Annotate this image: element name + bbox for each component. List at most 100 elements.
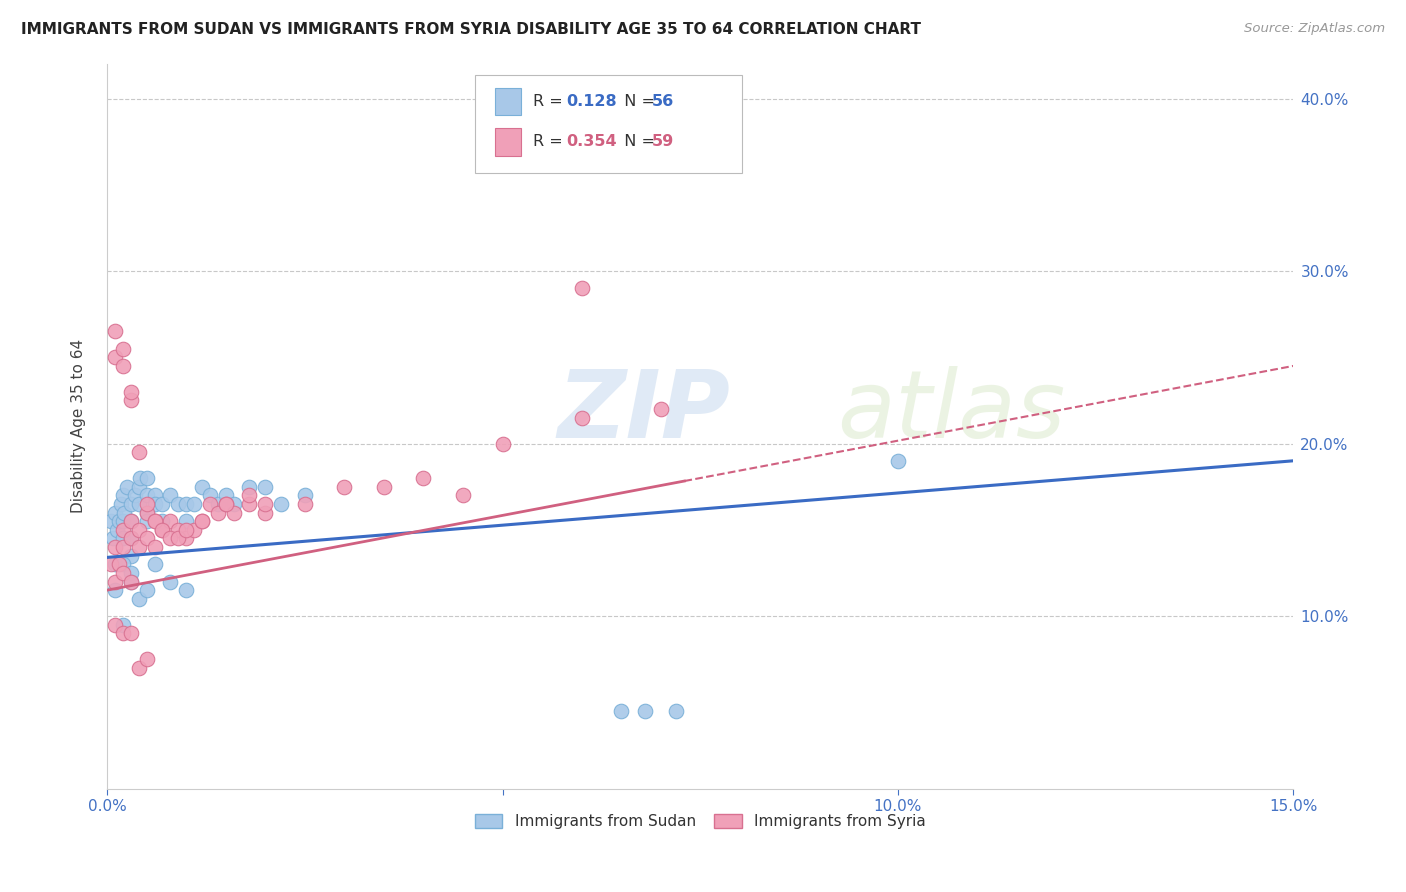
- Point: [128, 497, 150, 511]
- Point: [254, 506, 277, 520]
- Text: ZIP: ZIP: [558, 366, 731, 458]
- Point: [143, 540, 166, 554]
- Point: [222, 497, 245, 511]
- Point: [238, 480, 260, 494]
- Point: [215, 488, 238, 502]
- Point: [294, 497, 316, 511]
- Point: [294, 488, 316, 502]
- Point: [128, 445, 150, 459]
- Point: [135, 488, 157, 502]
- Point: [120, 393, 142, 408]
- Point: [174, 583, 197, 598]
- Point: [135, 583, 157, 598]
- Point: [120, 549, 142, 563]
- Point: [143, 558, 166, 572]
- Point: [120, 532, 142, 546]
- Point: [491, 436, 513, 450]
- Point: [159, 574, 181, 589]
- Point: [124, 488, 146, 502]
- Point: [120, 626, 142, 640]
- Text: 0.354: 0.354: [567, 135, 617, 150]
- FancyBboxPatch shape: [475, 75, 742, 173]
- Point: [152, 523, 174, 537]
- Point: [110, 497, 132, 511]
- Point: [143, 514, 166, 528]
- Point: [167, 497, 190, 511]
- Point: [111, 617, 134, 632]
- Point: [120, 514, 142, 528]
- Point: [104, 574, 127, 589]
- Point: [198, 488, 221, 502]
- Point: [120, 532, 142, 546]
- Point: [215, 497, 238, 511]
- Point: [114, 506, 136, 520]
- Point: [152, 523, 174, 537]
- Y-axis label: Disability Age 35 to 64: Disability Age 35 to 64: [72, 339, 86, 514]
- Point: [650, 402, 672, 417]
- Point: [159, 488, 181, 502]
- Point: [128, 591, 150, 606]
- Point: [128, 480, 150, 494]
- Point: [120, 566, 142, 580]
- Point: [174, 514, 197, 528]
- Point: [108, 514, 131, 528]
- Point: [159, 514, 181, 528]
- Point: [143, 488, 166, 502]
- Point: [198, 497, 221, 511]
- Point: [111, 532, 134, 546]
- Point: [128, 661, 150, 675]
- Point: [152, 514, 174, 528]
- Text: atlas: atlas: [837, 367, 1064, 458]
- Point: [333, 480, 356, 494]
- Point: [191, 514, 214, 528]
- Point: [128, 540, 150, 554]
- Point: [128, 523, 150, 537]
- Point: [111, 558, 134, 572]
- Point: [167, 523, 190, 537]
- Point: [100, 558, 122, 572]
- Point: [104, 617, 127, 632]
- Point: [111, 488, 134, 502]
- Point: [111, 359, 134, 373]
- Point: [270, 497, 292, 511]
- Point: [167, 532, 190, 546]
- Point: [103, 532, 125, 546]
- Point: [135, 652, 157, 666]
- Point: [111, 514, 134, 528]
- Point: [373, 480, 395, 494]
- Point: [111, 626, 134, 640]
- Point: [174, 532, 197, 546]
- Point: [111, 342, 134, 356]
- Text: R =: R =: [533, 135, 568, 150]
- Point: [135, 497, 157, 511]
- Point: [115, 480, 138, 494]
- Point: [222, 506, 245, 520]
- Point: [238, 497, 260, 511]
- Point: [120, 574, 142, 589]
- Point: [152, 497, 174, 511]
- Point: [571, 281, 593, 295]
- Point: [254, 480, 277, 494]
- Point: [111, 523, 134, 537]
- Text: N =: N =: [613, 135, 659, 150]
- Point: [135, 471, 157, 485]
- Point: [254, 497, 277, 511]
- Point: [135, 506, 157, 520]
- Point: [412, 471, 434, 485]
- Point: [183, 523, 205, 537]
- Point: [610, 704, 633, 718]
- FancyBboxPatch shape: [495, 87, 522, 115]
- Point: [451, 488, 474, 502]
- Text: 56: 56: [651, 94, 673, 109]
- Text: 59: 59: [651, 135, 673, 150]
- Text: Source: ZipAtlas.com: Source: ZipAtlas.com: [1244, 22, 1385, 36]
- Point: [120, 384, 142, 399]
- Point: [108, 558, 131, 572]
- Point: [135, 506, 157, 520]
- Point: [104, 506, 127, 520]
- Point: [174, 497, 197, 511]
- Point: [104, 540, 127, 554]
- Point: [215, 497, 238, 511]
- Point: [104, 583, 127, 598]
- Text: IMMIGRANTS FROM SUDAN VS IMMIGRANTS FROM SYRIA DISABILITY AGE 35 TO 64 CORRELATI: IMMIGRANTS FROM SUDAN VS IMMIGRANTS FROM…: [21, 22, 921, 37]
